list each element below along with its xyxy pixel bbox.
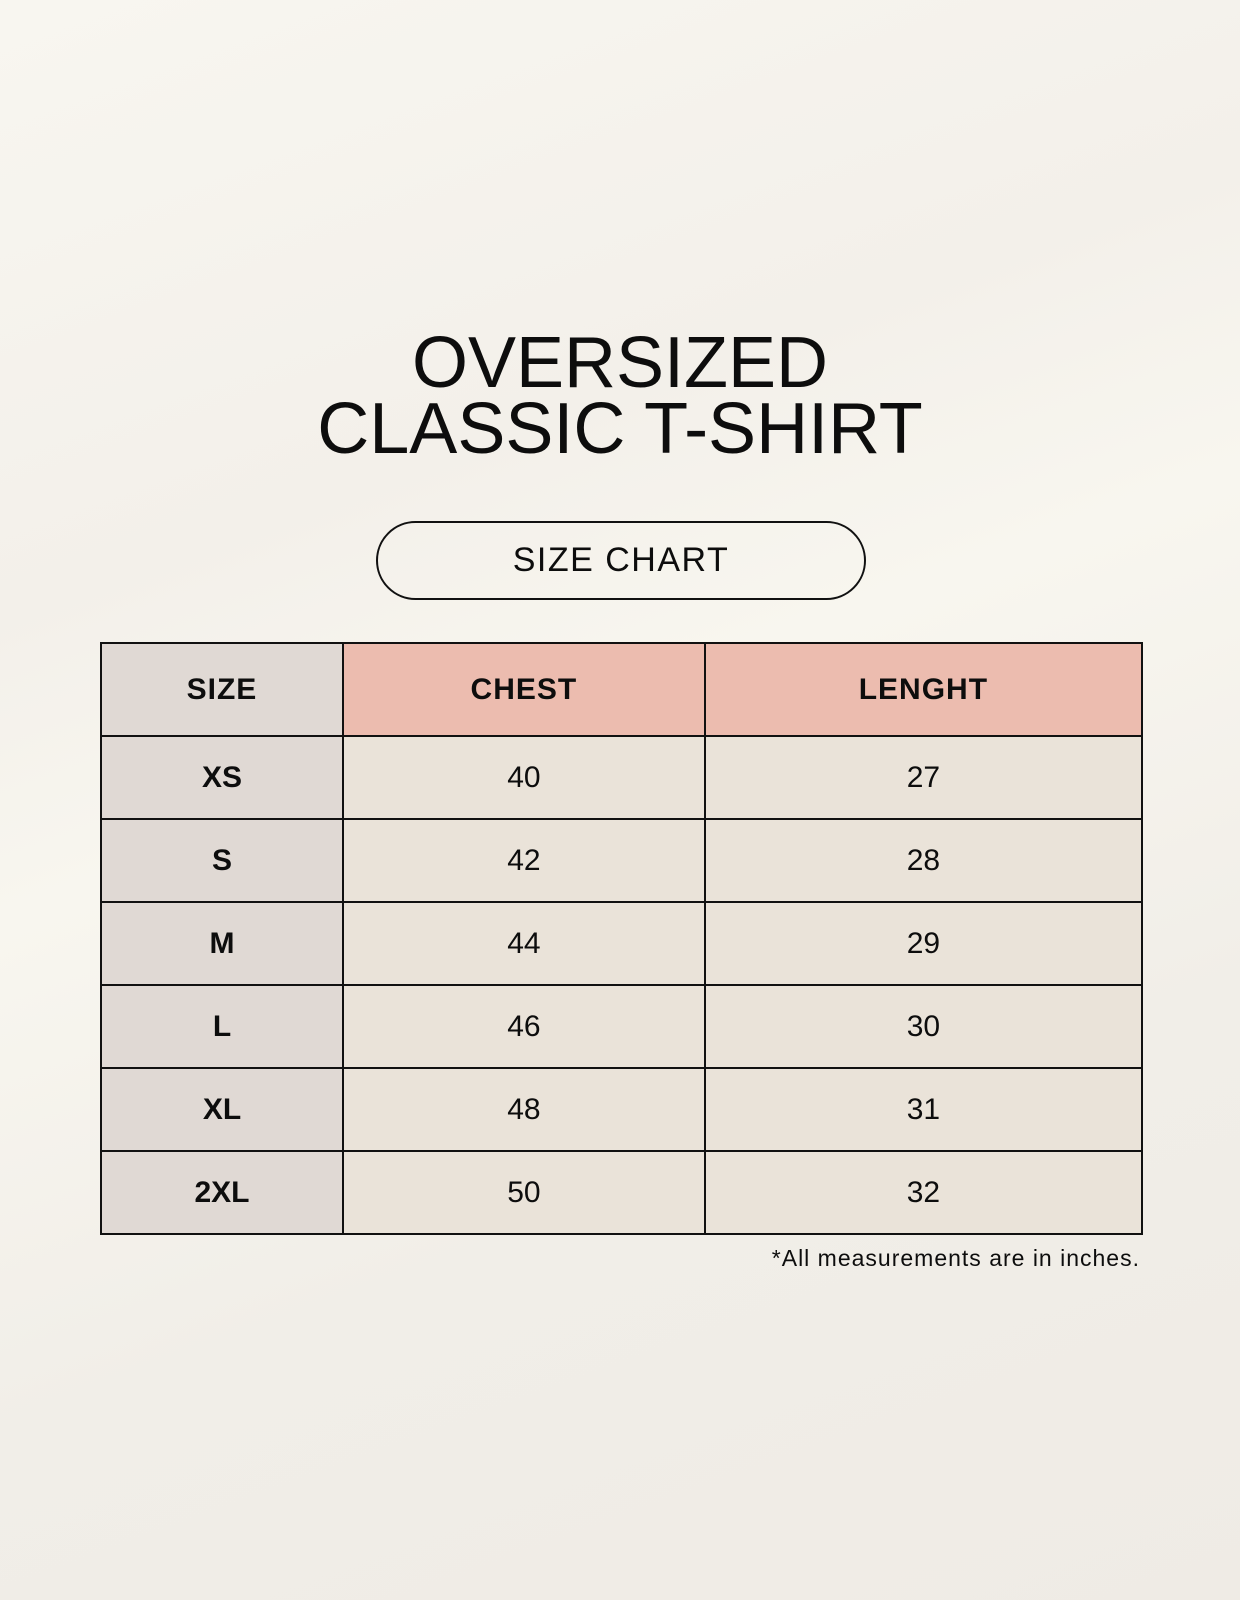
- size-chart-label: SIZE CHART: [376, 521, 866, 600]
- size-cell: S: [100, 818, 344, 903]
- title-line-1: OVERSIZED: [411, 323, 829, 403]
- header-chest: CHEST: [341, 642, 706, 737]
- table-row: XS 40 27: [100, 735, 1144, 820]
- length-cell: 30: [703, 984, 1144, 1069]
- size-cell: XS: [100, 735, 344, 820]
- page-title: OVERSIZED CLASSIC T-SHIRT: [0, 323, 1240, 469]
- table-header-row: SIZE CHEST LENGHT: [100, 642, 1144, 737]
- size-cell: XL: [100, 1067, 344, 1152]
- chest-cell: 46: [341, 984, 706, 1069]
- size-table: SIZE CHEST LENGHT XS 40 27 S 42 28 M 44 29 L 46 30 X…: [100, 642, 1144, 1235]
- chest-cell: 42: [341, 818, 706, 903]
- size-cell: 2XL: [100, 1150, 344, 1235]
- measurement-note: *All measurements are in inches.: [771, 1245, 1140, 1271]
- length-cell: 31: [703, 1067, 1144, 1152]
- table-row: S 42 28: [100, 818, 1144, 903]
- header-size: SIZE: [100, 642, 344, 737]
- chest-cell: 40: [341, 735, 706, 820]
- size-cell: L: [100, 984, 344, 1069]
- chest-cell: 48: [341, 1067, 706, 1152]
- size-cell: M: [100, 901, 344, 986]
- length-cell: 29: [703, 901, 1144, 986]
- title-line-2: CLASSIC T-SHIRT: [317, 389, 923, 469]
- chest-cell: 50: [341, 1150, 706, 1235]
- header-length: LENGHT: [703, 642, 1144, 737]
- table-row: 2XL 50 32: [100, 1150, 1144, 1235]
- table-row: M 44 29: [100, 901, 1144, 986]
- length-cell: 28: [703, 818, 1144, 903]
- length-cell: 27: [703, 735, 1144, 820]
- length-cell: 32: [703, 1150, 1144, 1235]
- table-row: XL 48 31: [100, 1067, 1144, 1152]
- table-row: L 46 30: [100, 984, 1144, 1069]
- chest-cell: 44: [341, 901, 706, 986]
